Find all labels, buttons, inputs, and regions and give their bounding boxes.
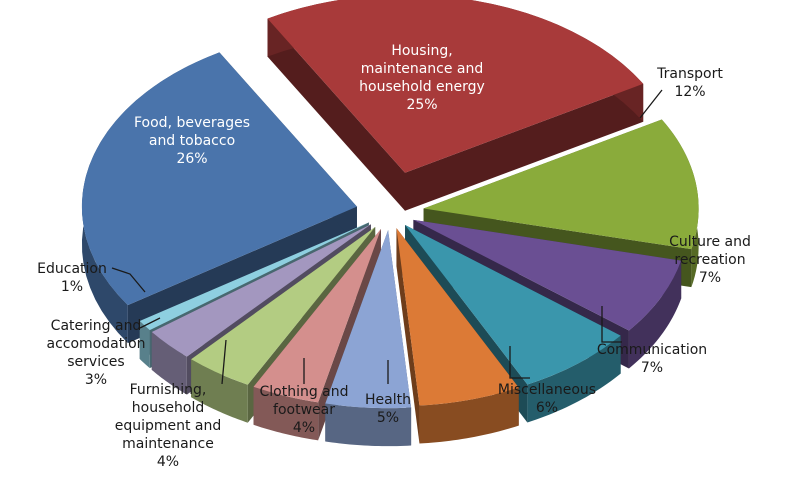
label-line: Health: [365, 392, 411, 408]
slice-side-miscellaneous: [419, 387, 519, 444]
slice-top-transport: [423, 119, 699, 250]
slice-side-culture-and-recreation: [628, 260, 682, 369]
slice-side-education: [139, 321, 150, 369]
label-pct: 4%: [293, 420, 315, 436]
label-clothing-and-footwear: Clothing and footwear 4%: [259, 384, 348, 436]
label-line: recreation: [674, 252, 745, 268]
slice-side-furnishing-household-equipment-and-maintenance: [191, 359, 248, 423]
slice-health: [325, 230, 412, 447]
label-line: household: [132, 400, 204, 416]
slice-wall-housing-maintenance-and-household-energy-1: [405, 83, 644, 211]
label-pct: 1%: [61, 279, 83, 295]
label-pct: 12%: [674, 84, 705, 100]
leader-line-communication: [601, 306, 622, 343]
label-line: maintenance: [122, 436, 214, 452]
slice-wall-miscellaneous-1: [396, 228, 420, 444]
slice-side-clothing-and-footwear: [253, 386, 319, 441]
slice-miscellaneous: [396, 228, 519, 444]
leader-line-catering: [139, 317, 161, 329]
label-pct: 26%: [176, 151, 207, 167]
label-furnishing-household-equipment-and-maintenance: Furnishing, household equipment and mainten…: [115, 382, 222, 470]
label-line: Transport: [656, 66, 723, 82]
slice-side-catering-and-accomodation-services: [151, 331, 187, 395]
label-food-beverages-and-tobacco: Food, beverages and tobacco 26%: [134, 115, 250, 167]
slice-top-food-beverages-and-tobacco: [81, 52, 357, 306]
label-line: Food, beverages: [134, 115, 250, 131]
slice-top-miscellaneous: [396, 228, 519, 406]
slice-top-furnishing-household-equipment-and-maintenance: [191, 226, 376, 385]
leader-line-education: [111, 267, 146, 293]
label-transport: Transport 12%: [656, 66, 723, 100]
leader-lines: [111, 89, 663, 385]
label-catering-and-accomodation-services: Catering and accomodation services 3%: [46, 318, 145, 388]
label-pct: 6%: [536, 400, 558, 416]
slice-housing-maintenance-and-household-energy: [267, 0, 644, 211]
label-line: equipment and: [115, 418, 222, 434]
slice-top-health: [325, 230, 412, 409]
label-line: maintenance and: [361, 61, 484, 77]
label-line: Housing,: [391, 43, 452, 59]
label-pct: 4%: [157, 454, 179, 470]
label-miscellaneous: Miscellaneous 6%: [498, 382, 596, 416]
pie-slices: [81, 0, 699, 447]
label-communication: Communication 7%: [597, 342, 707, 376]
label-pct: 3%: [85, 372, 107, 388]
label-line: Culture and: [669, 234, 751, 250]
label-line: household energy: [359, 79, 485, 95]
label-line: Clothing and: [259, 384, 348, 400]
slice-labels: Housing, maintenance and household energy 2…: [37, 43, 751, 470]
label-line: Miscellaneous: [498, 382, 596, 398]
leader-line-miscellaneous: [509, 346, 530, 379]
slice-top-education: [139, 222, 369, 331]
label-pct: 25%: [406, 97, 437, 113]
slice-wall-housing-maintenance-and-household-energy-0: [267, 18, 406, 211]
slice-top-communication: [405, 225, 621, 385]
label-education: Education 1%: [37, 261, 107, 295]
label-housing-maintenance-and-household-energy: Housing, maintenance and household energy 2…: [359, 43, 485, 113]
label-line: Education: [37, 261, 107, 277]
leader-line-furnishing: [221, 339, 227, 385]
slice-top-clothing-and-footwear: [253, 229, 381, 403]
slice-top-catering-and-accomodation-services: [151, 224, 371, 357]
label-line: Communication: [597, 342, 707, 358]
label-culture-and-recreation: Culture and recreation 7%: [669, 234, 751, 286]
label-line: services: [67, 354, 124, 370]
label-pct: 5%: [377, 410, 399, 426]
label-line: Catering and: [51, 318, 142, 334]
label-health: Health 5%: [365, 392, 411, 426]
leader-line-transport: [639, 89, 663, 119]
label-pct: 7%: [641, 360, 663, 376]
label-line: Furnishing,: [130, 382, 207, 398]
label-line: and tobacco: [149, 133, 235, 149]
slice-side-health: [325, 403, 412, 447]
label-line: accomodation: [46, 336, 145, 352]
slice-top-culture-and-recreation: [413, 219, 682, 331]
label-pct: 7%: [699, 270, 721, 286]
slice-top-housing-maintenance-and-household-energy: [267, 0, 644, 173]
label-line: footwear: [273, 402, 335, 418]
slice-side-communication: [527, 335, 621, 423]
